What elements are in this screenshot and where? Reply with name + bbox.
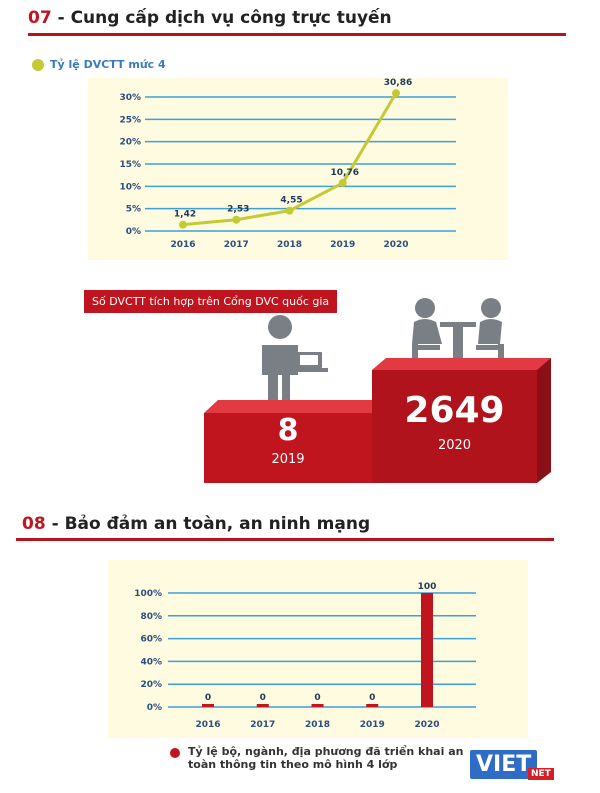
chart1-x-tick-label: 2020 — [383, 240, 408, 250]
chart1-point — [285, 206, 294, 215]
chart2-bar — [256, 704, 269, 707]
chart2-data-label: 0 — [205, 693, 211, 703]
integration-right-year: 2020 — [437, 438, 472, 453]
chart2-x-tick-label: 2016 — [195, 720, 220, 730]
chart1-x-tick-label: 2017 — [224, 240, 249, 250]
chart2-y-tick-label: 100% — [134, 589, 162, 599]
chart1-x-tick-label: 2016 — [170, 240, 195, 250]
chart1-y-tick-label: 25% — [119, 115, 141, 125]
chart2-bar — [311, 704, 324, 707]
chart2-data-label: 0 — [260, 693, 266, 703]
chart2-bar — [421, 593, 433, 707]
chart2-y-tick-label: 20% — [140, 680, 162, 690]
chart2-panel — [108, 560, 528, 738]
chart2-y-tick-label: 60% — [140, 635, 162, 645]
chart1-data-label: 4,55 — [280, 196, 302, 206]
chart1-legend-label: Tỷ lệ DVCTT mức 4 — [50, 58, 166, 71]
podium-right-side — [537, 358, 551, 483]
chart2-y-tick-label: 0% — [147, 703, 162, 713]
chart1-panel — [88, 78, 508, 260]
logo-sub: NET — [528, 768, 554, 780]
chart2-x-tick-label: 2018 — [305, 720, 330, 730]
chart1-y-tick-label: 10% — [119, 182, 141, 192]
chart1-y-tick-label: 30% — [119, 93, 141, 103]
section-08-title: 08 - Bảo đảm an toàn, an ninh mạng — [22, 514, 370, 534]
chart1-data-label: 30,86 — [384, 78, 412, 88]
legend-dot-icon — [32, 59, 44, 71]
integration-right-value: 2649 — [404, 390, 505, 431]
logo-main: VIET — [470, 750, 538, 779]
podium-left — [204, 413, 372, 483]
chart1-data-label: 2,53 — [227, 205, 249, 215]
section-07-rule — [28, 33, 566, 36]
chart1-y-tick-label: 0% — [126, 227, 141, 237]
podium-left-top — [204, 400, 372, 413]
chart1-x-tick-label: 2019 — [330, 240, 355, 250]
chart1-y-tick-label: 15% — [119, 160, 141, 170]
chart1-y-tick-label: 20% — [119, 138, 141, 148]
section-07-title: 07 - Cung cấp dịch vụ công trực tuyến — [28, 8, 392, 28]
chart2-bar — [202, 704, 214, 707]
section-08-rule — [16, 538, 554, 541]
chart1-x-tick-label: 2018 — [277, 240, 302, 250]
chart2-x-tick-label: 2019 — [360, 720, 385, 730]
chart2-legend-label: Tỷ lệ bộ, ngành, địa phương đã triển kha… — [188, 745, 464, 771]
chart1-data-label: 1,42 — [174, 210, 196, 220]
chart2-x-tick-label: 2020 — [414, 720, 439, 730]
chart2-data-label: 0 — [314, 693, 320, 703]
podium-right-top — [372, 358, 551, 370]
podium-right — [372, 370, 537, 483]
chart1-point — [392, 89, 400, 98]
integration-banner: Số DVCTT tích hợp trên Cổng DVC quốc gia — [84, 290, 338, 313]
integration-left-year: 2019 — [271, 452, 305, 467]
chart2-data-label: 100 — [418, 582, 437, 592]
section-07-number: 07 — [28, 8, 52, 28]
chart2-y-tick-label: 40% — [140, 657, 162, 667]
chart1-y-tick-label: 5% — [126, 205, 141, 215]
section-08-text: - Bảo đảm an toàn, an ninh mạng — [45, 514, 371, 534]
chart1-point — [338, 178, 347, 187]
chart1-point — [232, 215, 241, 224]
chart2-legend: Tỷ lệ bộ, ngành, địa phương đã triển kha… — [170, 745, 470, 771]
section-08-number: 08 — [22, 514, 46, 534]
chart1-legend: Tỷ lệ DVCTT mức 4 — [32, 58, 166, 71]
chart1-point — [179, 220, 187, 229]
chart2-x-tick-label: 2017 — [250, 720, 275, 730]
chart2-data-label: 0 — [369, 693, 375, 703]
integration-left-value: 8 — [277, 413, 299, 448]
chart2-y-tick-label: 80% — [140, 612, 162, 622]
chart1-data-label: 10,76 — [331, 168, 359, 178]
legend-dot-icon — [170, 748, 180, 758]
section-07-text: - Cung cấp dịch vụ công trực tuyến — [51, 8, 392, 28]
vietnet-logo: VIET NET — [470, 750, 554, 780]
chart2-bar — [366, 704, 379, 707]
